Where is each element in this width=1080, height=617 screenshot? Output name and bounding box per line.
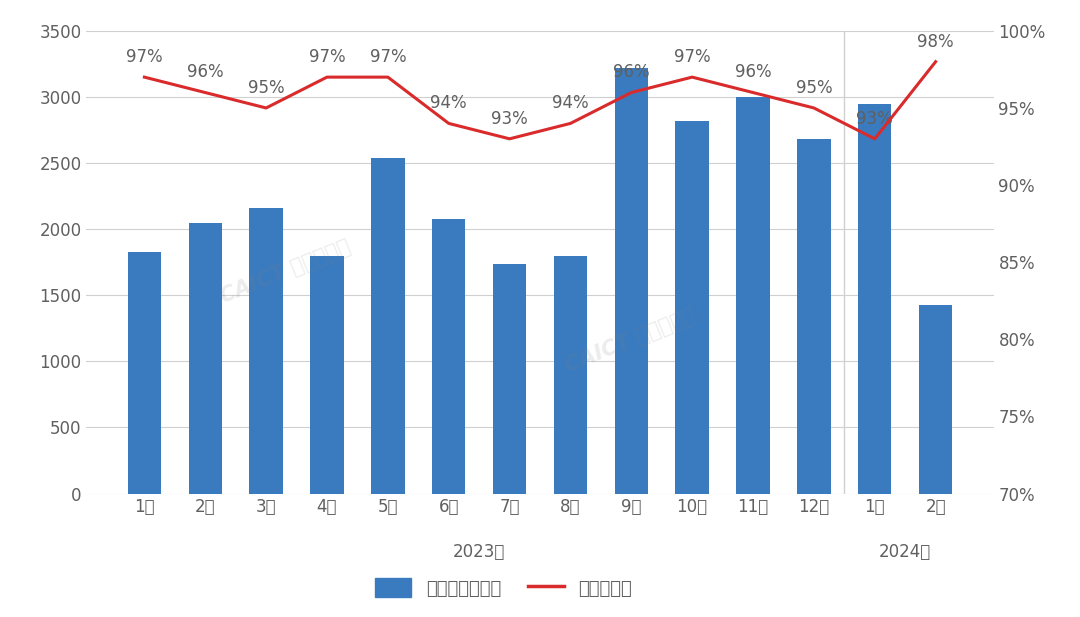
Text: 96%: 96% [187,64,224,81]
Text: 98%: 98% [917,33,954,51]
Bar [919,305,953,494]
Bar [797,139,831,494]
Text: 97%: 97% [674,48,711,66]
Bar [492,263,526,494]
Bar [310,255,343,494]
Text: CAICT 中国信通院: CAICT 中国信通院 [563,305,699,376]
Text: CAICT 中国信通院: CAICT 中国信通院 [218,236,354,307]
Text: 2023年: 2023年 [453,542,505,560]
Bar [127,252,161,494]
Text: 97%: 97% [309,48,346,66]
Text: 94%: 94% [552,94,589,112]
Bar [858,104,891,494]
Text: 97%: 97% [126,48,163,66]
Bar [615,68,648,494]
Text: 95%: 95% [247,79,284,97]
Text: 93%: 93% [856,110,893,128]
Text: 94%: 94% [431,94,467,112]
Bar [675,121,708,494]
Text: 95%: 95% [796,79,833,97]
Text: 93%: 93% [491,110,528,128]
Text: 97%: 97% [369,48,406,66]
Bar [737,97,770,494]
Text: 96%: 96% [613,64,649,81]
Bar [249,208,283,494]
Bar [189,223,222,494]
Text: 2024年: 2024年 [879,542,931,560]
Bar [432,218,465,494]
Bar [372,158,405,494]
Text: 96%: 96% [734,64,771,81]
Bar [554,255,588,494]
Legend: 出货量（万部）, 出货量占比: 出货量（万部）, 出货量占比 [368,571,639,605]
